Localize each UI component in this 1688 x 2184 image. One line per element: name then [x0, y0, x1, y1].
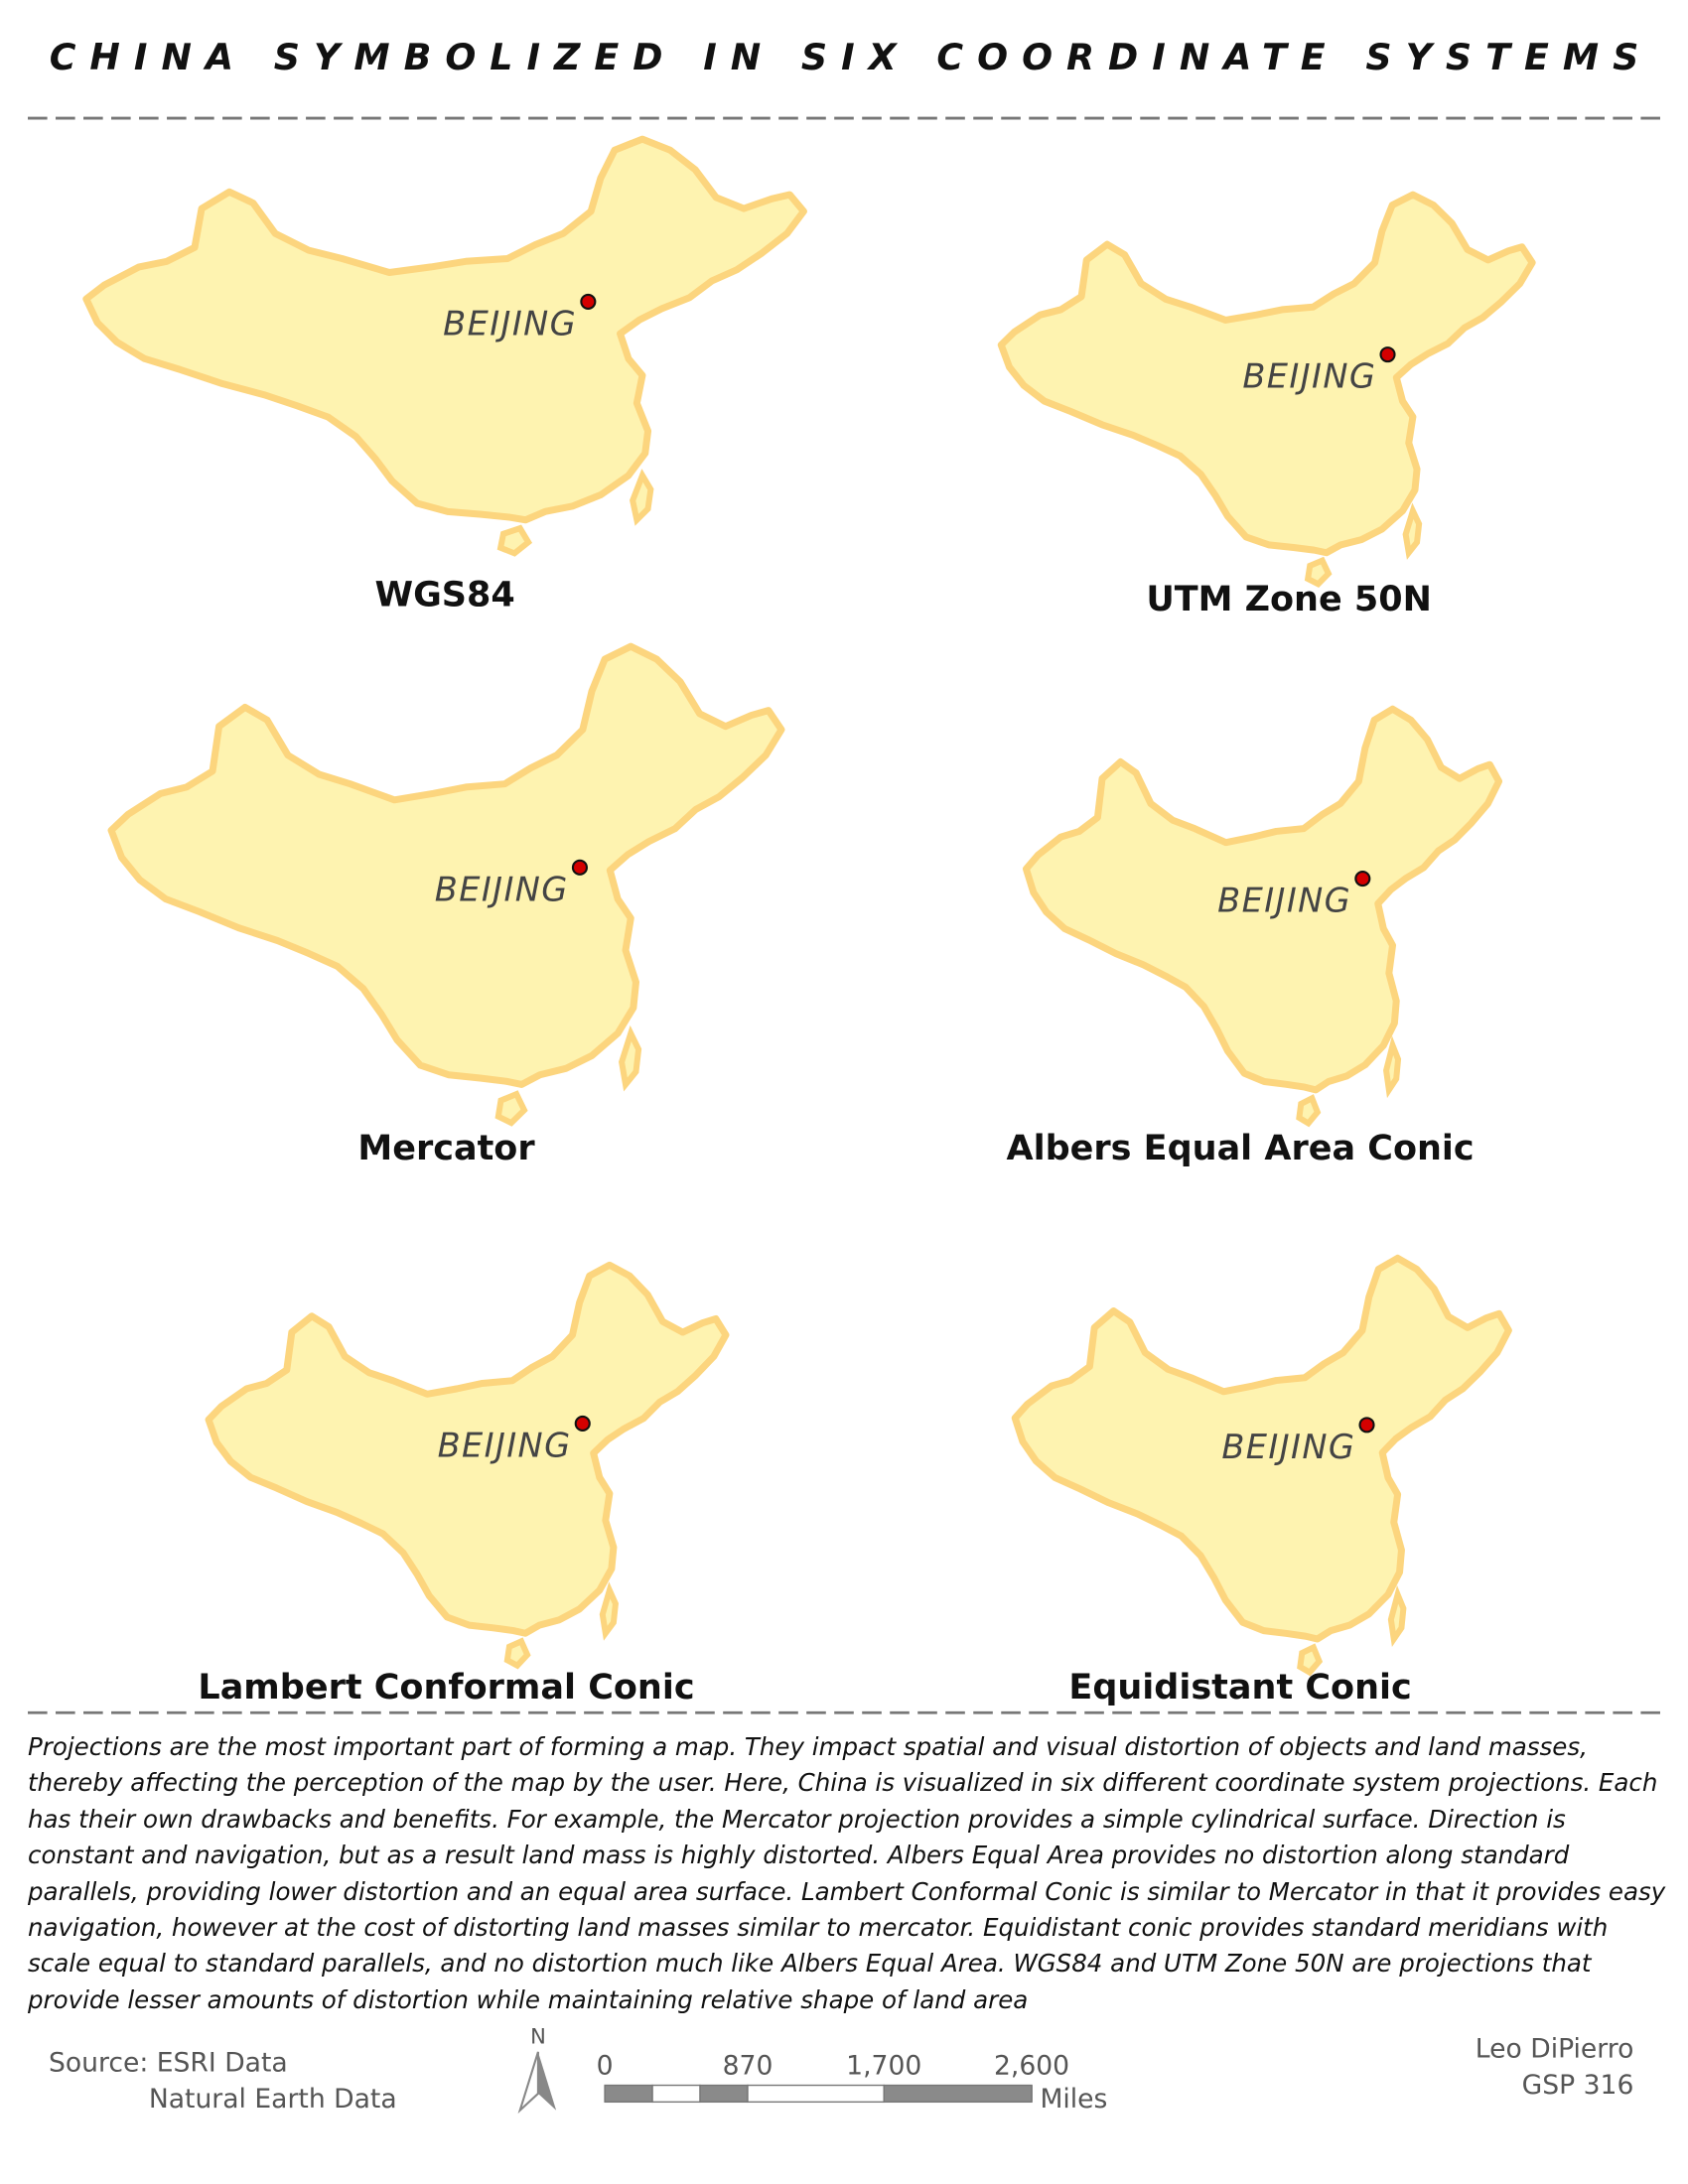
city-label: BEIJING — [1217, 882, 1351, 920]
map-panel: BEIJING Albers Equal Area Conic — [1007, 709, 1499, 1168]
city-marker — [574, 1415, 591, 1433]
author: Leo DiPierro — [1476, 2034, 1634, 2065]
scale-segment — [699, 2084, 749, 2104]
city-label: BEIJING — [1221, 1428, 1355, 1466]
city-label: BEIJING — [438, 1427, 572, 1465]
city-label: BEIJING — [435, 870, 569, 908]
city-marker — [571, 859, 588, 876]
city-marker — [580, 293, 597, 310]
source-line: Source: ESRI Data — [49, 2048, 288, 2079]
city-marker — [1379, 346, 1396, 363]
north-arrow — [517, 2051, 557, 2115]
north-label: N — [530, 2025, 546, 2049]
city-label: BEIJING — [443, 305, 577, 343]
source-line: Natural Earth Data — [149, 2084, 397, 2115]
map-panels: BEIJING WGS84 BEIJING UTM Zone 50N BEIJING Me… — [86, 139, 1532, 1707]
scale-tick-label: 1,700 — [846, 2050, 921, 2081]
map-panel: BEIJING Lambert Conformal Conic — [198, 1265, 726, 1707]
city-marker — [1354, 870, 1371, 887]
city-marker — [1358, 1417, 1375, 1433]
china-outline — [86, 139, 804, 553]
description: Projections are the most important part … — [28, 1732, 1666, 2014]
scale-unit: Miles — [1040, 2084, 1107, 2115]
scale-segment — [747, 2084, 885, 2104]
projection-label: Lambert Conformal Conic — [198, 1668, 694, 1707]
projection-label: Equidistant Conic — [1068, 1668, 1411, 1707]
scale-tick-label: 2,600 — [994, 2050, 1069, 2081]
projection-label: UTM Zone 50N — [1146, 580, 1432, 619]
scale-segment — [651, 2084, 701, 2104]
projection-label: Albers Equal Area Conic — [1007, 1129, 1475, 1168]
map-panel: BEIJING Mercator — [111, 646, 781, 1168]
projection-label: WGS84 — [374, 576, 514, 615]
map-panel: BEIJING WGS84 — [86, 139, 804, 615]
china-outline — [209, 1265, 726, 1665]
layout-title: CHINA SYMBOLIZED IN SIX COORDINATE SYSTE… — [50, 36, 1639, 78]
scale-segment — [604, 2084, 653, 2104]
scale-tick-label: 870 — [723, 2050, 774, 2081]
map-panel: BEIJING UTM Zone 50N — [1001, 195, 1532, 619]
map-panel: BEIJING Equidistant Conic — [1015, 1258, 1508, 1707]
projection-label: Mercator — [357, 1129, 535, 1168]
scale-segment — [883, 2084, 1033, 2104]
city-label: BEIJING — [1242, 357, 1376, 396]
course: GSP 316 — [1522, 2070, 1634, 2101]
scale-tick-label: 0 — [597, 2050, 614, 2081]
